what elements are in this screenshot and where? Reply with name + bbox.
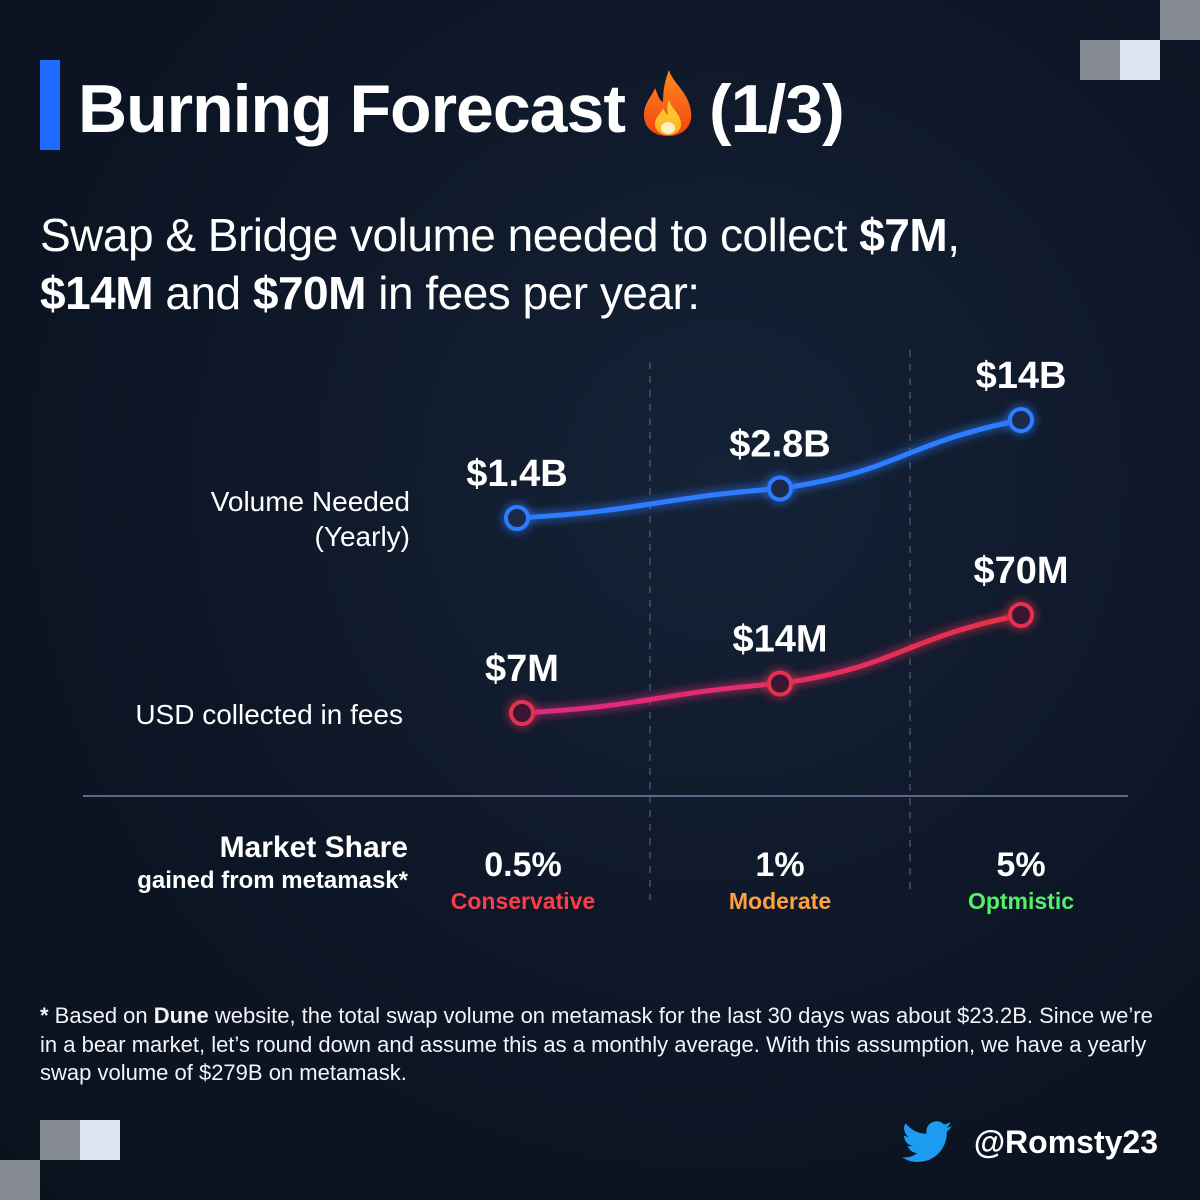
footnote-text: Based on: [48, 1003, 154, 1028]
subtitle: Swap & Bridge volume needed to collect $…: [40, 206, 1160, 322]
data-point: [509, 700, 535, 726]
fees-row-label-text: USD collected in fees: [135, 699, 403, 730]
footnote-star: *: [40, 1003, 49, 1028]
subtitle-highlight: $70M: [252, 267, 367, 319]
decor-square: [1120, 40, 1160, 80]
scenario-tier-label: Moderate: [728, 888, 832, 914]
page-title: Burning Forecast (1/3): [78, 64, 845, 160]
volume-row-label-line1: Volume Needed: [210, 486, 410, 517]
market-share-column: 1% Moderate: [660, 844, 900, 916]
decor-square: [40, 1120, 80, 1160]
fire-icon: [639, 68, 697, 160]
subtitle-highlight: $14M: [40, 267, 154, 319]
decor-square: [0, 1160, 40, 1200]
market-share-label: Market Share gained from metamask*: [137, 830, 408, 896]
footnote: * Based on Dune website, the total swap …: [40, 1002, 1165, 1088]
data-point: [767, 670, 793, 697]
data-label: $70M: [973, 550, 1068, 592]
title-text: Burning Forecast: [78, 71, 626, 147]
subtitle-highlight: $7M: [859, 209, 948, 261]
market-share-subtitle: gained from metamask*: [137, 867, 408, 894]
decor-square: [1160, 0, 1200, 40]
market-share-column: 0.5% Conservative: [403, 844, 643, 916]
data-point: [1008, 407, 1034, 433]
author-handle: @Romsty23: [973, 1124, 1158, 1160]
twitter-bird-icon: [902, 1121, 952, 1168]
volume-row-label-line2: (Yearly): [314, 521, 410, 552]
market-share-column: 5% Optmistic: [901, 844, 1141, 916]
data-label: $14B: [976, 355, 1067, 397]
data-label: $2.8B: [729, 423, 830, 465]
data-label: $7M: [485, 648, 559, 690]
market-share-percent: 5%: [996, 846, 1046, 884]
subtitle-text: in fees per year:: [365, 267, 700, 319]
data-label: $1.4B: [466, 453, 567, 495]
subtitle-text: ,: [947, 209, 960, 261]
footnote-source: Dune: [153, 1003, 209, 1028]
volume-row-label: Volume Needed (Yearly): [211, 484, 410, 554]
market-share-percent: 0.5%: [484, 846, 562, 884]
data-point: [1008, 602, 1034, 628]
subtitle-text: Swap & Bridge volume needed to collect: [40, 209, 860, 261]
data-point: [504, 505, 530, 531]
scenario-tier-label: Optmistic: [967, 888, 1075, 914]
title-page-indicator: (1/3): [708, 71, 845, 147]
subtitle-text: and: [153, 267, 253, 319]
decor-square: [1080, 40, 1120, 80]
fees-row-label: USD collected in fees: [135, 697, 403, 732]
footnote-text: website, the total swap volume on metama…: [40, 1003, 1153, 1085]
data-point: [767, 475, 793, 502]
title-accent-bar: [40, 60, 60, 150]
scenario-tier-label: Conservative: [450, 888, 596, 914]
market-share-title: Market Share: [219, 831, 408, 864]
market-share-percent: 1%: [755, 846, 805, 884]
data-label: $14M: [732, 618, 827, 660]
decor-square: [80, 1120, 120, 1160]
